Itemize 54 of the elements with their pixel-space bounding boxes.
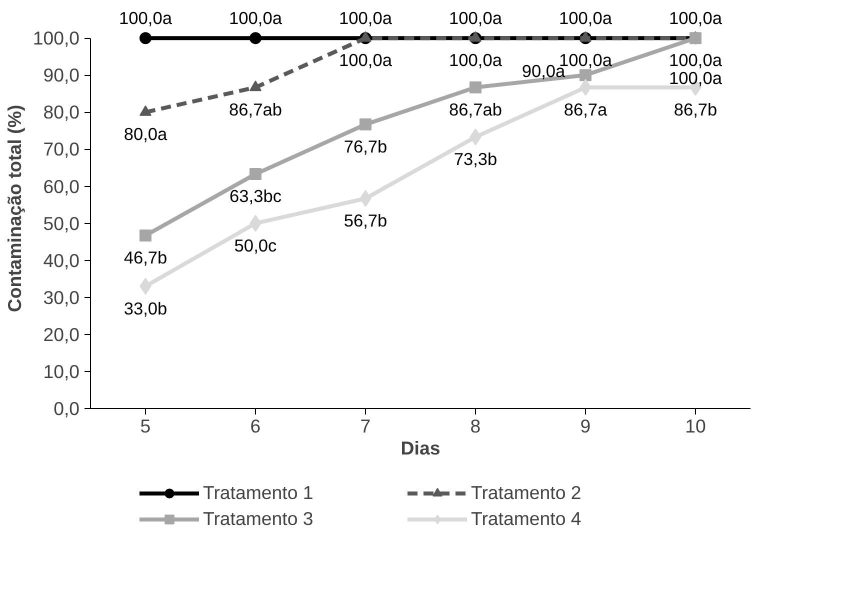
data-label: 86,7a: [564, 99, 608, 120]
data-label: 33,0b: [124, 298, 168, 318]
legend-label: Tratamento 4: [471, 508, 582, 530]
legend-label: Tratamento 1: [203, 482, 314, 504]
data-label: 100,0a: [669, 68, 722, 88]
x-tick-label: 5: [140, 416, 151, 436]
data-label: 86,7ab: [449, 99, 502, 120]
y-tick-label: 100,0: [32, 28, 80, 49]
data-label: 86,7b: [674, 99, 718, 120]
data-label: 80,0a: [124, 124, 168, 144]
point: [140, 230, 152, 242]
x-tick-label: 10: [685, 416, 706, 436]
data-label: 100,0a: [449, 50, 502, 70]
data-label: 100,0a: [559, 8, 612, 28]
x-tick-label: 7: [360, 416, 371, 436]
data-label: 86,7ab: [229, 99, 282, 120]
data-label: 76,7b: [344, 136, 388, 156]
y-tick-label: 40,0: [43, 250, 80, 271]
data-label: 63,3bc: [229, 186, 282, 206]
data-label: 100,0a: [229, 8, 282, 28]
point: [470, 81, 482, 94]
data-label: 100,0a: [669, 50, 722, 70]
data-label: 50,0c: [234, 235, 278, 256]
point: [250, 32, 262, 44]
y-tick-label: 70,0: [43, 138, 80, 160]
point: [250, 168, 262, 180]
y-tick-label: 60,0: [43, 176, 80, 197]
y-tick-label: 0,0: [54, 398, 80, 419]
data-label: 100,0a: [449, 8, 502, 28]
x-tick-label: 6: [250, 416, 261, 436]
x-tick-label: 8: [470, 416, 481, 436]
legend-label: Tratamento 3: [203, 508, 314, 530]
y-tick-label: 80,0: [43, 102, 80, 123]
point: [360, 118, 372, 130]
data-label: 100,0a: [669, 8, 722, 28]
point: [250, 80, 262, 92]
y-tick-label: 10,0: [43, 360, 80, 382]
point: [580, 69, 592, 82]
point: [140, 32, 152, 44]
point: [360, 190, 372, 207]
data-label: 46,7b: [124, 248, 168, 268]
y-axis-title: Contaminação total (%): [4, 104, 25, 312]
y-tick-label: 90,0: [43, 64, 80, 86]
data-label: 73,3b: [454, 149, 498, 170]
data-label: 100,0a: [339, 8, 392, 28]
x-tick-label: 9: [580, 416, 591, 436]
data-label: 100,0a: [339, 50, 392, 70]
legend-label: Tratamento 2: [471, 482, 582, 504]
x-axis-title: Dias: [400, 438, 440, 458]
y-tick-label: 30,0: [43, 286, 80, 308]
y-tick-label: 50,0: [43, 212, 80, 234]
data-label: 100,0a: [119, 8, 172, 28]
y-tick-label: 20,0: [43, 324, 80, 345]
data-label: 56,7b: [344, 210, 388, 230]
